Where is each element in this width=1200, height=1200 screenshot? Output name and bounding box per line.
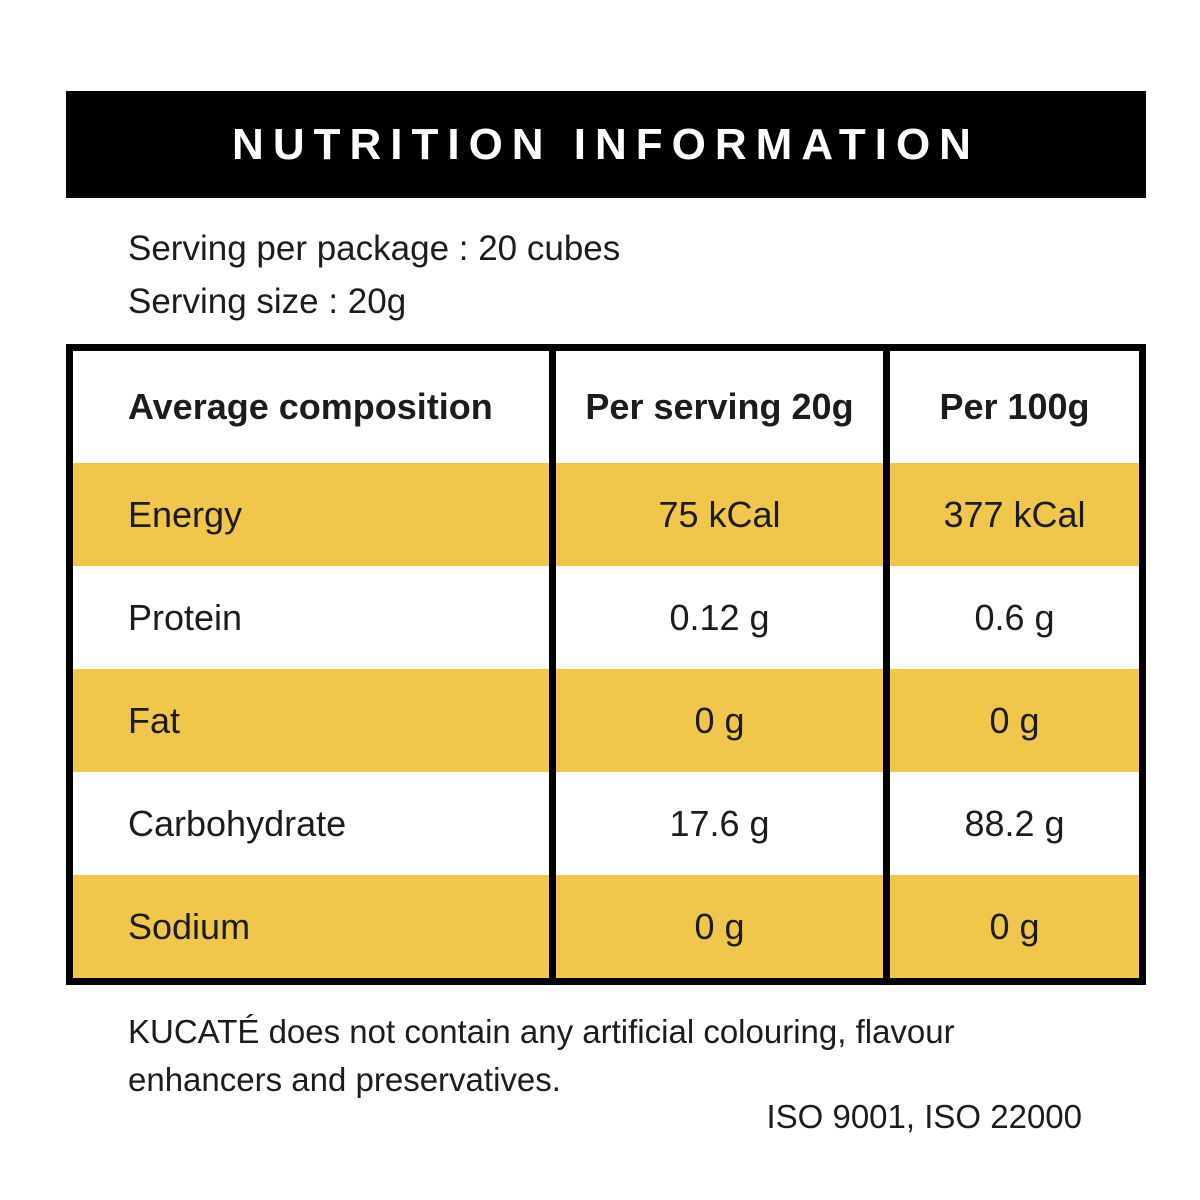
row-nutrient-cell: Carbohydrate (73, 772, 549, 875)
column-header-per-serving: Per serving 20g (556, 351, 883, 463)
row-per-100g-cell: 0 g (890, 669, 1139, 772)
serving-size-text: Serving size : 20g (128, 282, 407, 321)
header-bar: NUTRITION INFORMATION (66, 91, 1146, 198)
row-per-100g-cell: 88.2 g (890, 772, 1139, 875)
row-per-100g-cell: 0.6 g (890, 566, 1139, 669)
row-nutrient-cell: Energy (73, 463, 549, 566)
row-per-serving-cell: 0.12 g (556, 566, 883, 669)
column-header-average-composition: Average composition (73, 351, 549, 463)
nutrition-table-grid: Average composition Per serving 20g Per … (66, 344, 1146, 985)
row-per-serving-cell: 0 g (556, 669, 883, 772)
row-per-100g-cell: 377 kCal (890, 463, 1139, 566)
row-per-100g-cell: 0 g (890, 875, 1139, 978)
row-nutrient-cell: Protein (73, 566, 549, 669)
certifications-text: ISO 9001, ISO 22000 (766, 1098, 1082, 1135)
row-per-serving-cell: 17.6 g (556, 772, 883, 875)
row-per-serving-cell: 0 g (556, 875, 883, 978)
row-per-serving-cell: 75 kCal (556, 463, 883, 566)
row-nutrient-cell: Fat (73, 669, 549, 772)
disclaimer-text: KUCATÉ does not contain any artificial c… (128, 1013, 955, 1098)
column-header-per-100g: Per 100g (890, 351, 1139, 463)
serving-per-package-text: Serving per package : 20 cubes (128, 229, 621, 268)
serving-info: Serving per package : 20 cubes Serving s… (128, 222, 620, 328)
row-nutrient-cell: Sodium (73, 875, 549, 978)
nutrition-table: Average composition Per serving 20g Per … (66, 344, 1146, 985)
page-title: NUTRITION INFORMATION (232, 119, 980, 169)
